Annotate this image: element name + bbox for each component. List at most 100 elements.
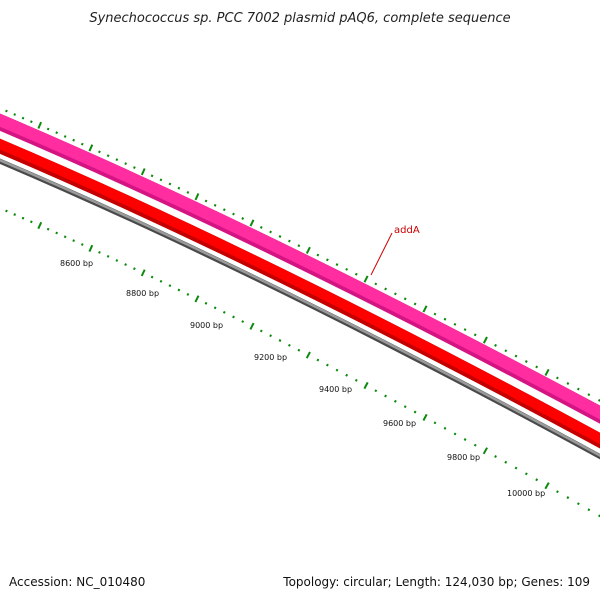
minor-tick <box>576 387 580 391</box>
major-tick <box>140 168 146 176</box>
minor-tick <box>124 162 128 166</box>
minor-tick <box>269 230 272 234</box>
major-tick <box>305 351 311 359</box>
minor-tick <box>335 263 339 267</box>
minor-tick <box>168 284 172 288</box>
minor-tick <box>46 127 50 131</box>
minor-tick <box>63 135 67 138</box>
minor-tick <box>473 443 477 447</box>
scale-tick-marks <box>5 209 600 518</box>
scale-label: 9800 bp <box>447 453 480 462</box>
major-tick <box>88 244 94 253</box>
minor-tick <box>413 302 417 306</box>
minor-tick <box>297 244 301 248</box>
minor-tick <box>326 258 329 262</box>
minor-tick <box>204 199 208 203</box>
minor-tick <box>29 220 33 224</box>
minor-tick <box>177 186 181 190</box>
minor-tick <box>72 138 76 142</box>
minor-tick <box>63 235 67 239</box>
minor-tick <box>269 334 272 338</box>
scale-label: 9000 bp <box>190 321 223 330</box>
major-tick <box>37 121 43 129</box>
minor-tick <box>106 154 110 158</box>
map-title: Synechococcus sp. PCC 7002 plasmid pAQ6,… <box>89 11 510 26</box>
minor-tick <box>494 455 497 458</box>
minor-tick <box>115 259 119 262</box>
minor-tick <box>204 301 208 305</box>
minor-tick <box>535 365 539 369</box>
scale-label: 10000 bp <box>507 489 545 498</box>
minor-tick <box>115 158 119 162</box>
topology-summary: Topology: circular; Length: 124,030 bp; … <box>282 575 590 589</box>
minor-tick <box>463 438 467 441</box>
minor-tick <box>316 253 320 257</box>
backbone-line <box>0 158 600 457</box>
minor-tick <box>259 225 263 229</box>
minor-tick <box>473 333 477 337</box>
minor-tick <box>576 502 580 506</box>
minor-tick <box>403 297 407 301</box>
minor-tick <box>514 354 518 358</box>
outer-feature-band[interactable] <box>0 113 600 420</box>
gene-tracks <box>0 113 600 460</box>
minor-tick <box>21 216 25 220</box>
minor-tick <box>535 478 539 482</box>
minor-tick <box>326 363 329 367</box>
inner-feature-band[interactable] <box>0 138 600 445</box>
minor-tick <box>46 227 50 231</box>
minor-tick <box>384 287 387 291</box>
minor-tick <box>80 243 84 246</box>
minor-tick <box>453 322 457 326</box>
minor-tick <box>213 306 217 310</box>
scale-labels: 8600 bp 8800 bp 9000 bp 9200 bp 9400 bp … <box>60 259 545 498</box>
minor-tick <box>5 209 8 213</box>
major-tick <box>194 295 200 303</box>
minor-tick <box>374 282 378 286</box>
minor-tick <box>55 131 59 135</box>
minor-tick <box>259 329 263 333</box>
major-tick <box>37 221 43 230</box>
major-tick <box>482 336 488 344</box>
minor-tick <box>186 190 190 194</box>
major-tick <box>88 144 94 152</box>
minor-tick <box>150 174 154 178</box>
minor-tick <box>80 142 84 146</box>
major-tick <box>305 246 311 254</box>
minor-tick <box>150 275 154 279</box>
scale-label: 9400 bp <box>319 385 352 394</box>
major-tick <box>194 193 200 201</box>
gene-label-adda[interactable]: addA <box>370 225 420 276</box>
minor-tick <box>354 272 358 276</box>
minor-tick <box>133 166 136 170</box>
minor-tick <box>587 393 591 397</box>
minor-tick <box>98 250 101 254</box>
minor-tick <box>345 267 349 271</box>
minor-tick <box>124 263 127 267</box>
minor-tick <box>177 288 181 292</box>
minor-tick <box>241 320 245 323</box>
minor-tick <box>433 312 437 316</box>
minor-tick <box>514 466 518 470</box>
scale-label: 9200 bp <box>254 353 287 362</box>
minor-tick <box>278 339 282 342</box>
minor-tick <box>278 235 282 238</box>
minor-tick <box>413 410 417 414</box>
major-tick <box>422 413 428 421</box>
major-tick <box>544 368 550 376</box>
minor-tick <box>55 231 59 235</box>
minor-tick <box>556 490 559 494</box>
minor-tick <box>159 178 163 182</box>
outer-tick-marks <box>5 109 600 402</box>
major-tick <box>363 381 369 390</box>
accession-text: Accession: NC_010480 <box>9 575 145 589</box>
major-tick <box>482 447 488 455</box>
major-tick <box>140 269 146 277</box>
minor-tick <box>168 182 172 186</box>
minor-tick <box>463 328 467 331</box>
minor-tick <box>222 208 226 212</box>
minor-tick <box>186 292 190 296</box>
minor-tick <box>504 349 508 353</box>
minor-tick <box>524 472 528 476</box>
minor-tick <box>288 239 291 243</box>
